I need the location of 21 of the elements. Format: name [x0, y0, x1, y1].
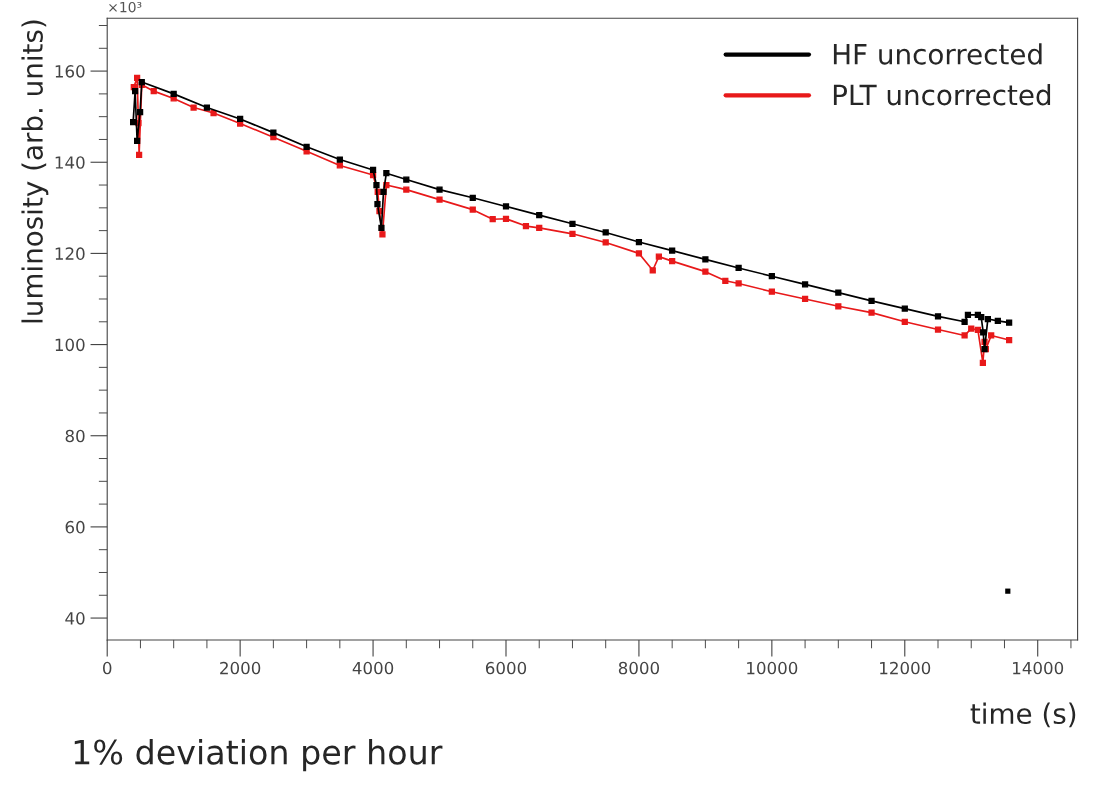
- x-tick-label: 6000: [485, 661, 527, 675]
- legend-label: PLT uncorrected: [833, 83, 1051, 106]
- x-tick-label: 4000: [352, 661, 394, 675]
- y-axis-title: luminosity (arb. units): [21, 20, 49, 323]
- x-tick-label: 14000: [1013, 661, 1064, 675]
- x-axis-title: time (s): [970, 702, 1076, 728]
- y-tick-label: 140: [55, 156, 85, 169]
- text: 1% deviation per hour: [74, 738, 443, 772]
- y-tick-label: 40: [65, 612, 85, 625]
- y-tick-label: 80: [65, 429, 85, 443]
- y-tick-label: 160: [55, 65, 85, 78]
- text: ×10³: [109, 1, 142, 13]
- x-tick-label: 2000: [220, 661, 261, 675]
- y-tick-label: 120: [55, 247, 85, 260]
- x-tick-label: 10000: [747, 661, 798, 675]
- x-tick-label: 8000: [618, 661, 660, 675]
- x-tick-label: 12000: [880, 661, 931, 675]
- y-tick-label: 60: [65, 520, 85, 534]
- y-tick-label: 100: [55, 338, 85, 352]
- x-tick-label: 0: [103, 661, 112, 675]
- legend-label: HF uncorrected: [833, 43, 1042, 65]
